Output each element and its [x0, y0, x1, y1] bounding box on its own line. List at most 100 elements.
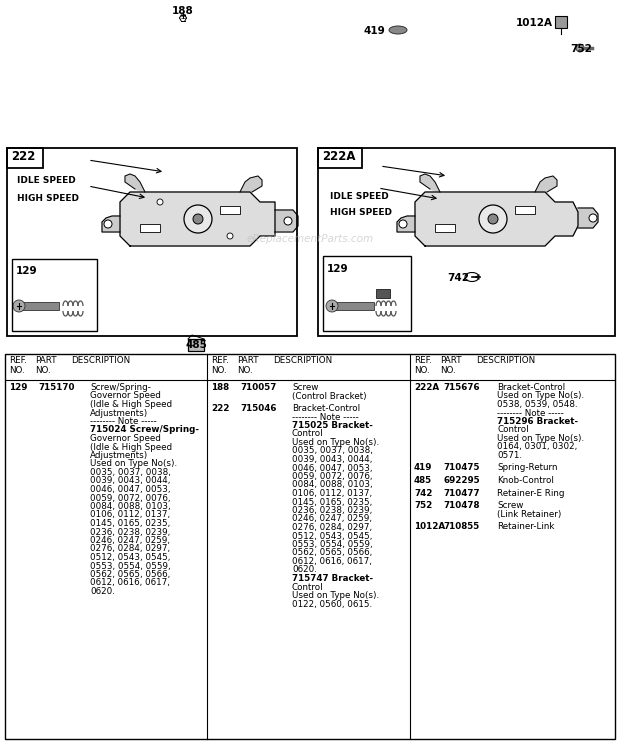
Text: 0553, 0554, 0559,: 0553, 0554, 0559, [90, 562, 170, 571]
Text: 0106, 0112, 0137,: 0106, 0112, 0137, [90, 510, 170, 519]
Circle shape [227, 233, 233, 239]
Polygon shape [578, 208, 598, 228]
Text: 0538, 0539, 0548.: 0538, 0539, 0548. [497, 400, 578, 409]
Circle shape [13, 300, 25, 312]
Polygon shape [120, 192, 275, 246]
Text: PART
NO.: PART NO. [35, 356, 56, 376]
Text: 0512, 0543, 0545,: 0512, 0543, 0545, [90, 553, 170, 562]
Text: -------- Note -----: -------- Note ----- [497, 408, 564, 417]
Text: DESCRIPTION: DESCRIPTION [273, 356, 332, 365]
Text: Screw/Spring-: Screw/Spring- [90, 383, 151, 392]
Text: IDLE SPEED: IDLE SPEED [17, 176, 76, 185]
Bar [7, 148, 297, 336]
Text: 715296 Bracket-: 715296 Bracket- [497, 417, 578, 426]
Text: eReplacementParts.com: eReplacementParts.com [246, 234, 374, 244]
Polygon shape [420, 174, 440, 192]
Text: Control: Control [292, 429, 324, 438]
Text: 129: 129 [16, 266, 38, 276]
Text: Screw: Screw [497, 501, 523, 510]
Text: (Idle & High Speed: (Idle & High Speed [90, 443, 172, 452]
Polygon shape [415, 192, 578, 246]
Bar [318, 148, 615, 336]
Text: 0512, 0543, 0545,: 0512, 0543, 0545, [292, 531, 373, 540]
Text: 742: 742 [414, 489, 432, 498]
Text: (Control Bracket): (Control Bracket) [292, 391, 366, 400]
Text: DESCRIPTION: DESCRIPTION [476, 356, 535, 365]
Text: 0236, 0238, 0239,: 0236, 0238, 0239, [90, 527, 170, 536]
Text: (Idle & High Speed: (Idle & High Speed [90, 400, 172, 409]
Text: 0084, 0088, 0103,: 0084, 0088, 0103, [292, 481, 373, 490]
Circle shape [488, 214, 498, 224]
Text: DESCRIPTION: DESCRIPTION [71, 356, 130, 365]
Polygon shape [275, 210, 298, 232]
Text: 188: 188 [172, 6, 194, 16]
Text: Governor Speed: Governor Speed [90, 434, 161, 443]
Text: PART
NO.: PART NO. [237, 356, 259, 376]
Text: 0620.: 0620. [292, 565, 317, 574]
Text: IDLE SPEED: IDLE SPEED [330, 192, 389, 201]
Circle shape [284, 217, 292, 225]
Text: Governor Speed: Governor Speed [90, 391, 161, 400]
Text: 222: 222 [211, 404, 229, 413]
Text: 742: 742 [447, 273, 469, 283]
Text: 0122, 0560, 0615.: 0122, 0560, 0615. [292, 600, 372, 609]
Text: 0145, 0165, 0235,: 0145, 0165, 0235, [292, 498, 372, 507]
Text: 1012A: 1012A [414, 522, 445, 531]
Bar [140, 224, 160, 232]
Text: 0562, 0565, 0566,: 0562, 0565, 0566, [90, 570, 170, 579]
Text: HIGH SPEED: HIGH SPEED [17, 194, 79, 203]
Text: 0035, 0037, 0038,: 0035, 0037, 0038, [292, 446, 373, 455]
Text: 692295: 692295 [443, 476, 480, 485]
Text: 222: 222 [11, 150, 35, 163]
Circle shape [399, 220, 407, 228]
Text: 485: 485 [185, 340, 207, 350]
Text: 0084, 0088, 0103,: 0084, 0088, 0103, [90, 502, 170, 511]
Text: (Link Retainer): (Link Retainer) [497, 510, 561, 519]
Text: 0246, 0247, 0259,: 0246, 0247, 0259, [90, 536, 170, 545]
Polygon shape [125, 174, 145, 192]
Text: 0276, 0284, 0297,: 0276, 0284, 0297, [90, 545, 170, 554]
Bar [376, 289, 390, 298]
Text: HIGH SPEED: HIGH SPEED [330, 208, 392, 217]
Ellipse shape [389, 26, 407, 34]
Text: 715046: 715046 [240, 404, 277, 413]
Bar [332, 302, 374, 310]
Circle shape [479, 205, 507, 233]
Circle shape [576, 44, 584, 52]
Polygon shape [240, 176, 262, 192]
Text: Bracket-Control: Bracket-Control [292, 404, 360, 413]
Text: 0145, 0165, 0235,: 0145, 0165, 0235, [90, 519, 170, 528]
Bar [12, 259, 97, 331]
Text: 0059, 0072, 0076,: 0059, 0072, 0076, [292, 472, 373, 481]
Text: Retainer-Link: Retainer-Link [497, 522, 554, 531]
Text: 0562, 0565, 0566,: 0562, 0565, 0566, [292, 548, 372, 557]
Text: 715170: 715170 [38, 383, 74, 392]
Text: Used on Type No(s).: Used on Type No(s). [292, 591, 379, 600]
Text: Control: Control [292, 583, 324, 591]
Text: 1012A: 1012A [516, 18, 553, 28]
Text: 419: 419 [414, 464, 432, 472]
Text: 0612, 0616, 0617,: 0612, 0616, 0617, [90, 579, 170, 588]
Text: 752: 752 [570, 44, 592, 54]
Bar [435, 224, 455, 232]
Text: 0164, 0301, 0302,: 0164, 0301, 0302, [497, 443, 577, 452]
Bar [188, 339, 204, 351]
Polygon shape [397, 216, 415, 232]
Text: 0035, 0037, 0038,: 0035, 0037, 0038, [90, 468, 171, 477]
Circle shape [104, 220, 112, 228]
Text: 710478: 710478 [443, 501, 479, 510]
Text: Used on Type No(s).: Used on Type No(s). [497, 434, 584, 443]
Text: REF.
NO.: REF. NO. [211, 356, 229, 376]
Text: 0039, 0043, 0044,: 0039, 0043, 0044, [292, 455, 373, 464]
Text: 129: 129 [9, 383, 27, 392]
Text: Bracket-Control: Bracket-Control [497, 383, 565, 392]
Text: 188: 188 [211, 383, 229, 392]
Text: Used on Type No(s).: Used on Type No(s). [292, 438, 379, 447]
Text: Spring-Return: Spring-Return [497, 464, 557, 472]
Text: 0059, 0072, 0076,: 0059, 0072, 0076, [90, 493, 170, 502]
Text: Control: Control [497, 426, 529, 434]
Bar [515, 206, 535, 214]
Text: REF.
NO.: REF. NO. [414, 356, 432, 376]
Text: 222A: 222A [322, 150, 355, 163]
Text: 0276, 0284, 0297,: 0276, 0284, 0297, [292, 523, 372, 532]
